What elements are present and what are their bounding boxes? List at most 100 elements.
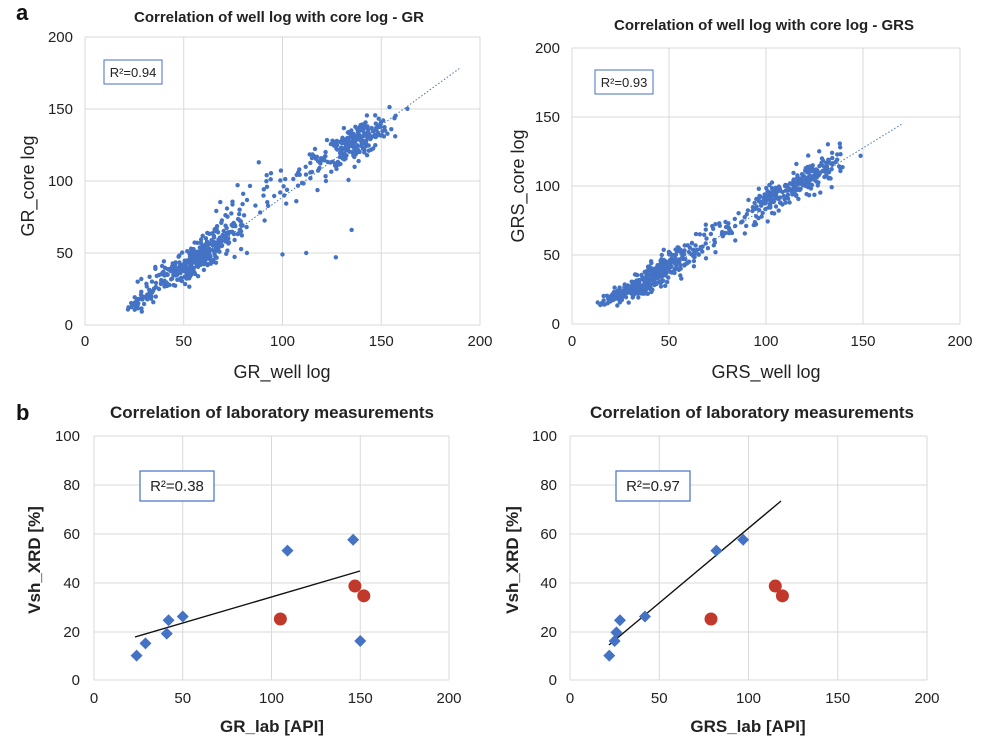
data-point <box>711 226 716 231</box>
data-point <box>173 262 178 267</box>
data-point <box>238 222 244 228</box>
x-tick-label: 100 <box>753 333 778 350</box>
data-point <box>219 243 225 249</box>
data-point <box>224 251 229 256</box>
x-tick-label: 200 <box>467 333 492 350</box>
data-point <box>742 215 747 220</box>
data-point <box>601 293 606 299</box>
data-point <box>752 200 757 206</box>
data-point <box>323 174 328 179</box>
data-point <box>631 291 636 296</box>
data-point <box>648 259 654 264</box>
data-point <box>151 300 156 305</box>
data-point <box>358 136 363 141</box>
data-point <box>355 129 361 135</box>
data-point <box>278 168 284 173</box>
data-point <box>261 193 266 198</box>
data-point <box>658 258 663 263</box>
y-axis-label: GRS_core log <box>508 129 529 242</box>
chart-gr-lab-vsh: Correlation of laboratory measurements 1… <box>25 403 462 736</box>
x-axis-label: GR_well log <box>233 362 330 383</box>
data-point <box>693 231 699 237</box>
data-point <box>624 290 630 295</box>
data-point <box>375 130 381 135</box>
data-point <box>759 201 765 206</box>
data-point <box>282 193 287 198</box>
data-point <box>712 237 717 243</box>
data-point <box>773 204 779 209</box>
data-point <box>185 268 191 274</box>
data-points <box>595 141 863 308</box>
data-point <box>634 278 639 283</box>
x-tick-label: 100 <box>736 690 761 707</box>
data-point <box>817 149 822 154</box>
data-point <box>723 230 728 236</box>
data-point <box>161 269 166 274</box>
data-point <box>335 159 341 165</box>
x-axis-label: GRS_well log <box>711 362 820 383</box>
data-point <box>612 285 617 290</box>
data-point <box>785 195 790 200</box>
data-point <box>768 203 773 209</box>
data-point-circle <box>775 589 789 603</box>
data-point <box>665 279 670 285</box>
data-point <box>135 279 140 284</box>
data-point <box>777 195 783 200</box>
chart-grs-lab-vsh: Correlation of laboratory measurements 1… <box>503 403 940 736</box>
data-point <box>291 176 296 182</box>
r2-label: R²=0.94 <box>110 65 157 80</box>
r2-box <box>103 59 163 85</box>
chart-title: Correlation of laboratory measurements <box>590 403 914 422</box>
data-point <box>678 273 683 278</box>
data-point <box>829 167 834 172</box>
data-point <box>347 139 352 144</box>
x-tick-label: 150 <box>348 690 373 707</box>
data-point <box>141 301 147 307</box>
data-point <box>229 211 234 216</box>
data-point <box>762 192 767 197</box>
data-point <box>208 261 213 266</box>
data-point <box>659 273 664 278</box>
data-point-diamond <box>354 634 367 647</box>
data-point <box>630 295 635 300</box>
data-point-diamond <box>160 627 173 640</box>
data-point <box>346 136 351 141</box>
data-point <box>613 291 618 297</box>
data-point <box>672 261 677 266</box>
data-point <box>840 165 845 170</box>
data-point <box>736 211 741 216</box>
data-points <box>130 533 371 662</box>
data-point <box>296 170 301 175</box>
data-point <box>778 200 783 205</box>
data-point <box>219 238 225 244</box>
data-point <box>199 260 204 266</box>
data-point <box>800 172 806 178</box>
data-point <box>746 197 751 203</box>
data-point <box>668 260 673 265</box>
data-point <box>366 148 371 153</box>
data-point <box>713 250 718 255</box>
data-point-diamond <box>737 533 750 546</box>
data-point <box>258 210 263 215</box>
data-point <box>223 223 228 228</box>
data-point <box>280 252 285 257</box>
y-tick-label: 100 <box>48 173 73 190</box>
data-point <box>203 236 209 241</box>
data-point-circle <box>704 612 718 626</box>
data-point <box>308 170 313 175</box>
r2-label: R²=0.97 <box>626 478 680 495</box>
data-point <box>235 183 240 188</box>
y-tick-label: 20 <box>63 624 80 641</box>
data-point-diamond <box>608 634 621 647</box>
data-point <box>153 266 158 271</box>
data-point <box>236 231 241 236</box>
data-point <box>598 302 603 308</box>
chart-gr-well-core: Correlation of well log with core log - … <box>18 9 493 383</box>
y-tick-label: 20 <box>540 624 557 641</box>
chart-title: Correlation of laboratory measurements <box>110 403 434 422</box>
data-point-diamond <box>603 649 616 662</box>
data-point <box>219 218 225 223</box>
data-point <box>389 127 394 132</box>
data-point <box>791 170 796 176</box>
data-point <box>360 146 366 151</box>
